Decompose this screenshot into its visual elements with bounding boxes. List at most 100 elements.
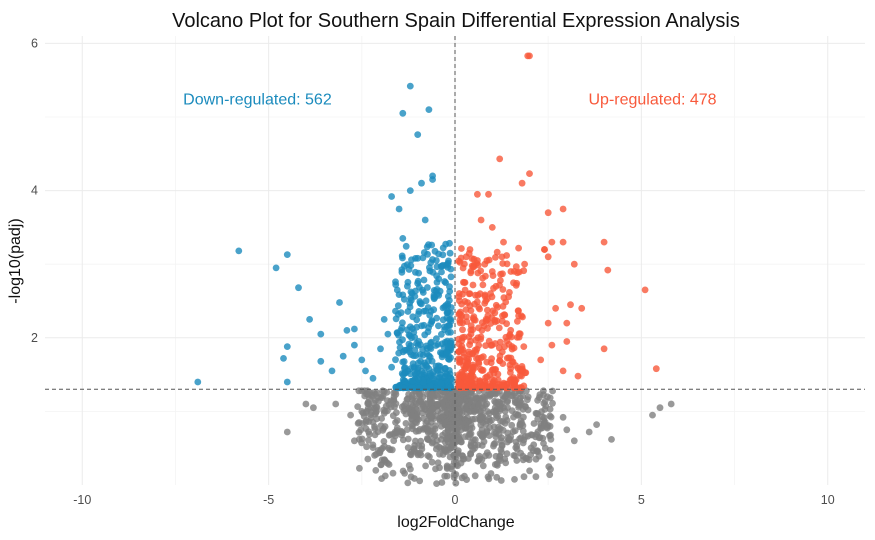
down-point <box>435 275 443 283</box>
ns-point <box>524 396 531 404</box>
ns-point <box>431 425 439 433</box>
ns-point <box>479 462 487 470</box>
y-tick-label: 6 <box>31 36 38 50</box>
down-point <box>398 252 406 260</box>
ns-point <box>493 414 501 422</box>
ns-point <box>461 416 469 424</box>
ns-point <box>436 450 443 458</box>
ns-point <box>392 419 399 426</box>
ns-point <box>450 451 457 459</box>
up-point <box>463 375 470 383</box>
up-point <box>466 341 473 349</box>
ns-point <box>388 446 396 454</box>
up-point <box>544 253 552 261</box>
up-point <box>490 370 498 377</box>
data-points <box>194 52 675 487</box>
ns-point <box>386 431 394 439</box>
up-point <box>493 248 501 256</box>
ns-point <box>434 393 442 401</box>
down-point <box>369 374 377 382</box>
ns-point <box>403 426 411 433</box>
up-point <box>552 304 559 312</box>
up-point <box>511 379 518 387</box>
ns-point <box>372 390 379 398</box>
ns-point <box>441 447 449 455</box>
ns-point <box>466 408 474 415</box>
up-count-annotation: Up-regulated: 478 <box>588 92 716 109</box>
up-point <box>475 341 483 349</box>
down-point <box>235 247 243 255</box>
ns-point <box>377 461 385 468</box>
up-point <box>488 314 496 321</box>
x-tick-label: -5 <box>263 493 274 507</box>
down-count-annotation: Down-regulated: 562 <box>183 92 332 109</box>
down-point <box>419 379 427 386</box>
down-point <box>439 251 447 259</box>
down-point <box>404 308 412 315</box>
down-point <box>410 352 417 360</box>
down-point <box>425 106 433 113</box>
up-point <box>479 366 487 374</box>
up-point <box>485 256 493 264</box>
up-point <box>457 254 465 262</box>
down-point <box>399 235 407 242</box>
ns-point <box>415 399 423 406</box>
ns-point <box>365 436 372 444</box>
down-point <box>434 341 442 348</box>
ns-point <box>608 436 615 443</box>
up-point <box>520 343 528 350</box>
up-point <box>468 379 476 387</box>
up-point <box>578 304 586 312</box>
ns-point <box>363 390 370 398</box>
up-point <box>493 317 501 325</box>
ns-point <box>518 419 526 427</box>
up-point <box>466 290 474 297</box>
ns-point <box>412 412 420 419</box>
down-point <box>283 378 291 386</box>
ns-point <box>491 439 499 447</box>
ns-point <box>354 403 362 410</box>
ns-point <box>532 473 540 481</box>
ns-point <box>379 426 387 434</box>
up-point <box>492 282 500 290</box>
up-point <box>513 279 521 287</box>
ns-point <box>509 428 517 435</box>
up-point <box>458 357 466 365</box>
ns-point <box>468 439 475 446</box>
up-point <box>488 355 495 363</box>
ns-point <box>369 441 377 449</box>
down-point <box>433 286 441 293</box>
ns-point <box>559 413 567 421</box>
ns-point <box>444 418 452 425</box>
down-point <box>413 316 421 324</box>
ns-point <box>407 465 414 473</box>
ns-point <box>497 402 505 410</box>
ns-point <box>513 457 521 464</box>
down-point <box>442 261 450 269</box>
ns-point <box>538 408 545 416</box>
y-tick-label: 4 <box>31 184 38 198</box>
ns-point <box>358 435 366 443</box>
ns-point <box>456 419 464 427</box>
up-point <box>463 360 471 368</box>
up-point <box>455 293 463 301</box>
ns-point <box>461 389 469 397</box>
down-point <box>336 299 343 306</box>
up-point <box>477 333 485 341</box>
down-point <box>407 365 414 372</box>
down-point <box>401 346 409 354</box>
ns-point <box>458 452 466 459</box>
ns-point <box>485 451 493 459</box>
ns-point <box>365 428 372 436</box>
down-point <box>415 375 422 383</box>
up-point <box>492 254 499 261</box>
ns-point <box>549 399 556 407</box>
down-point <box>429 176 436 183</box>
up-point <box>518 179 526 187</box>
up-point <box>526 170 533 178</box>
down-point <box>406 82 414 90</box>
ns-point <box>399 467 407 475</box>
ns-point <box>359 420 366 427</box>
down-point <box>413 339 420 347</box>
down-point <box>418 368 426 375</box>
